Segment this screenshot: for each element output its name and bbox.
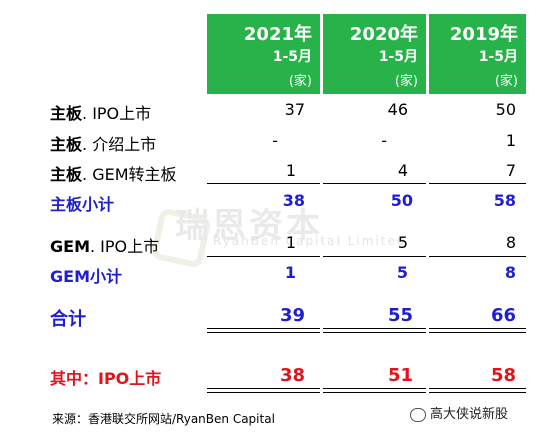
cell-2020: 4 xyxy=(397,161,408,180)
cell-2021: 1 xyxy=(285,161,296,180)
brand-label: 高大侠说新股 xyxy=(410,403,508,422)
divider xyxy=(207,392,320,393)
cell-2019: 7 xyxy=(505,161,516,180)
divider xyxy=(429,183,526,184)
source-note: 来源：香港联交所网站/RyanBen Capital xyxy=(52,412,275,426)
header-col-2020: 2020年 1-5月 (家) xyxy=(323,14,426,94)
divider xyxy=(207,328,320,329)
cell-2019: 58 xyxy=(490,365,516,386)
header-col-2019: 2019年 1-5月 (家) xyxy=(429,14,526,94)
header-year: 2019年 xyxy=(449,24,518,45)
cell-2021: 38 xyxy=(282,191,305,210)
cell-2019: 1 xyxy=(505,131,516,150)
divider xyxy=(207,388,320,389)
cell-2020: 5 xyxy=(397,233,408,252)
divider xyxy=(323,392,426,393)
header-period: 1-5月 xyxy=(378,49,418,65)
divider xyxy=(323,388,426,389)
row-label-subtotal: 主板小计 xyxy=(50,195,115,214)
header-col-2021: 2021年 1-5月 (家) xyxy=(207,14,320,94)
divider xyxy=(323,328,426,329)
header-unit: (家) xyxy=(288,74,312,89)
cell-2020: 55 xyxy=(387,305,413,326)
divider xyxy=(323,256,426,257)
watermark-text: 瑞恩资本 xyxy=(175,206,323,246)
header-period: 1-5月 xyxy=(478,49,518,65)
divider xyxy=(323,332,426,333)
divider xyxy=(207,256,320,257)
divider xyxy=(429,256,526,257)
header-unit: (家) xyxy=(494,74,518,89)
divider xyxy=(429,388,526,389)
cell-2021: 37 xyxy=(284,100,305,119)
divider xyxy=(429,328,526,329)
cell-2020: 50 xyxy=(390,191,413,210)
divider xyxy=(207,183,320,184)
row-label: 主板. 介绍上市 xyxy=(50,135,157,154)
row-label: GEM. IPO上市 xyxy=(50,237,160,256)
divider xyxy=(207,332,320,333)
divider xyxy=(429,392,526,393)
cell-2020: 51 xyxy=(387,365,413,386)
row-label: 主板. GEM转主板 xyxy=(50,165,177,184)
wechat-icon xyxy=(410,407,426,422)
cell-2019: 66 xyxy=(490,305,516,326)
row-label-total: 合计 xyxy=(50,309,86,330)
cell-2019: 8 xyxy=(505,233,516,252)
row-label-ipo: 其中：IPO上市 xyxy=(50,369,162,388)
cell-2021: 1 xyxy=(284,263,296,282)
cell-2019: 58 xyxy=(493,191,516,210)
cell-2019: 8 xyxy=(504,263,516,282)
header-year: 2021年 xyxy=(243,24,312,45)
cell-2021: 39 xyxy=(279,305,305,326)
divider xyxy=(323,183,426,184)
cell-2020: 5 xyxy=(396,263,408,282)
header-period: 1-5月 xyxy=(272,49,312,65)
header-year: 2020年 xyxy=(349,24,418,45)
cell-2020: 46 xyxy=(387,100,408,119)
cell-2019: 50 xyxy=(495,100,516,119)
row-label-subtotal: GEM小计 xyxy=(50,267,122,286)
cell-2021: 1 xyxy=(285,233,296,252)
cell-2021: 38 xyxy=(279,365,305,386)
row-label: 主板. IPO上市 xyxy=(50,104,152,123)
divider xyxy=(429,332,526,333)
cell-2021: - xyxy=(272,131,278,150)
cell-2020: - xyxy=(381,131,387,150)
watermark-subtext: RyanBen Capital Limited xyxy=(213,234,407,248)
header-unit: (家) xyxy=(394,74,418,89)
